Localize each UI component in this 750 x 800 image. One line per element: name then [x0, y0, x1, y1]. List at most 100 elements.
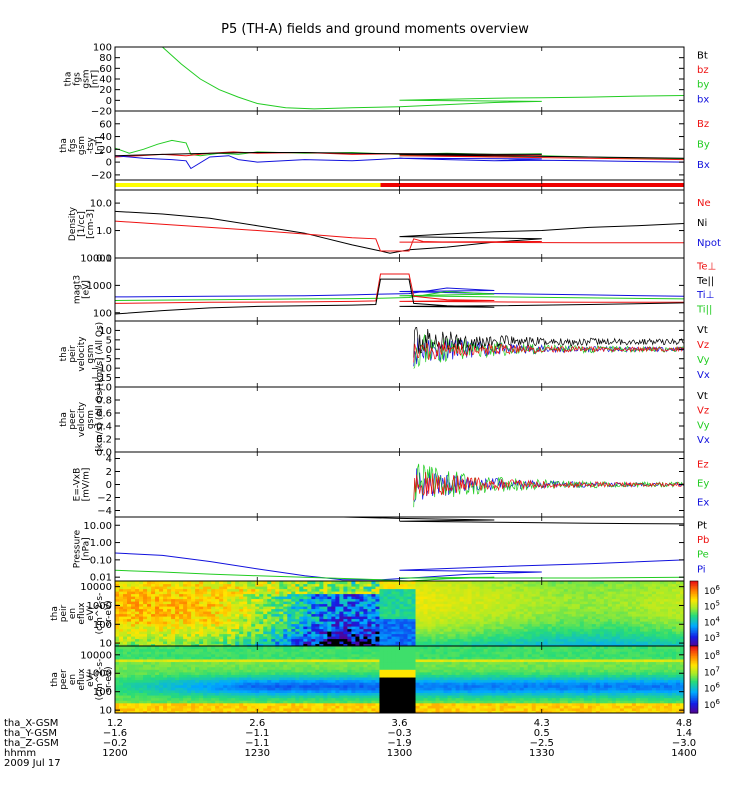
spectrogram-cell [559, 586, 565, 590]
spectrogram-cell [275, 611, 280, 615]
spectrogram-cell [127, 661, 132, 665]
spectrogram-cell [431, 598, 437, 602]
spectrogram-cell [179, 638, 184, 642]
spectrogram-cell [219, 631, 224, 635]
spectrogram-cell [443, 626, 449, 630]
spectrogram-cell [315, 638, 320, 642]
y-axis-label: eV/ [86, 605, 96, 621]
spectrogram-cell [547, 583, 553, 587]
spectrogram-cell [171, 676, 176, 681]
spectrogram-cell [631, 598, 637, 602]
spectrogram-cell [155, 623, 160, 627]
legend-entry: By [697, 140, 710, 151]
spectrogram-cell [435, 588, 441, 592]
spectrogram-cell [675, 603, 681, 607]
spectrogram-cell [587, 643, 593, 646]
spectrogram-cell [123, 705, 128, 709]
spectrogram-cell [163, 705, 168, 709]
spectrogram-cell [183, 593, 188, 597]
spectrogram-cell [179, 601, 184, 605]
spectrogram-cell [215, 666, 220, 670]
spectrogram-cell [211, 583, 216, 587]
spectrogram-cell [607, 593, 613, 597]
spectrogram-cell [411, 588, 417, 592]
spectrogram-cell [255, 628, 260, 632]
spectrogram-cell [359, 591, 365, 595]
spectrogram-cell [363, 606, 369, 610]
spectrogram-cell [371, 613, 377, 617]
spectrogram-cell [215, 692, 220, 696]
spectrogram-cell [287, 603, 292, 607]
colorbar-cell [690, 644, 698, 647]
spectrogram-cell [375, 603, 381, 607]
spectrogram-cell [119, 676, 124, 681]
spectrogram-cell [655, 606, 661, 610]
spectrogram-cell [211, 694, 216, 699]
spectrogram-cell [255, 631, 260, 635]
spectrogram-cell [167, 694, 172, 699]
spectrogram-cell [163, 618, 168, 622]
spectrogram-cell [143, 621, 148, 625]
spectrogram-cell [623, 628, 629, 632]
spectrogram-cell [527, 588, 533, 592]
spectrogram-cell [203, 707, 208, 712]
spectrogram-cell [151, 633, 156, 637]
spectrogram-cell [235, 651, 240, 655]
spectrogram-cell [363, 631, 369, 635]
spectrogram-cell [135, 608, 140, 612]
spectrogram-cell [351, 591, 357, 595]
spectrogram-cell [659, 588, 665, 592]
spectrogram-cell [143, 603, 148, 607]
spectrogram-cell [635, 593, 641, 597]
spectrogram-cell [283, 621, 288, 625]
spectrogram-cell [159, 710, 164, 713]
spectrogram-cell [151, 687, 156, 691]
spectrogram-cell [307, 598, 312, 602]
spectrogram-cell [551, 593, 557, 597]
spectrogram-cell [167, 613, 172, 617]
spectrogram-cell [487, 613, 493, 617]
colorbar-cell [690, 581, 698, 584]
spectrogram-cell [427, 636, 433, 640]
spectrogram-cell [135, 593, 140, 597]
spectrogram-cell [119, 591, 124, 595]
spectrogram-cell [587, 616, 593, 620]
spectrogram-cell [115, 631, 120, 635]
spectrogram-cell [167, 689, 172, 693]
spectrogram-cell [527, 603, 533, 607]
spectrogram-cell [267, 601, 272, 605]
spectrogram-cell [675, 593, 681, 597]
spectrogram-cell [663, 603, 669, 607]
spectrogram-cell [131, 618, 136, 622]
spectrogram-cell [431, 588, 437, 592]
spectrogram-cell [591, 636, 597, 640]
spectrogram-cell [515, 606, 521, 610]
spectrogram-cell [403, 608, 409, 612]
spectrogram-cell [131, 671, 136, 675]
spectrogram-cell [227, 689, 232, 693]
spectrogram-cell [143, 611, 148, 615]
spectrogram-cell [343, 621, 349, 625]
spectrogram-cell [447, 601, 453, 605]
spectrogram-cell [487, 616, 493, 620]
spectrogram-cell [491, 638, 497, 642]
spectrogram-cell [435, 603, 441, 607]
spectrogram-cell [187, 646, 192, 650]
spectrogram-cell [199, 689, 204, 693]
spectrogram-cell [423, 616, 429, 620]
spectrogram-cell [155, 710, 160, 713]
spectrogram-cell [603, 626, 609, 630]
spectrogram-cell [187, 623, 192, 627]
spectrogram-cell [263, 684, 268, 688]
spectrogram-cell [123, 646, 128, 650]
spectrogram-cell [143, 710, 148, 713]
legend-entry: Ni [697, 218, 707, 229]
spectrogram-cell [343, 588, 349, 592]
spectrogram-cell [251, 653, 256, 657]
spectrogram-cell [235, 674, 240, 678]
colorbar-cell [690, 642, 698, 645]
spectrogram-cell [199, 666, 204, 670]
spectrogram-cell [147, 586, 152, 590]
spectrogram-cell [615, 638, 621, 642]
spectrogram-cell [539, 631, 545, 635]
